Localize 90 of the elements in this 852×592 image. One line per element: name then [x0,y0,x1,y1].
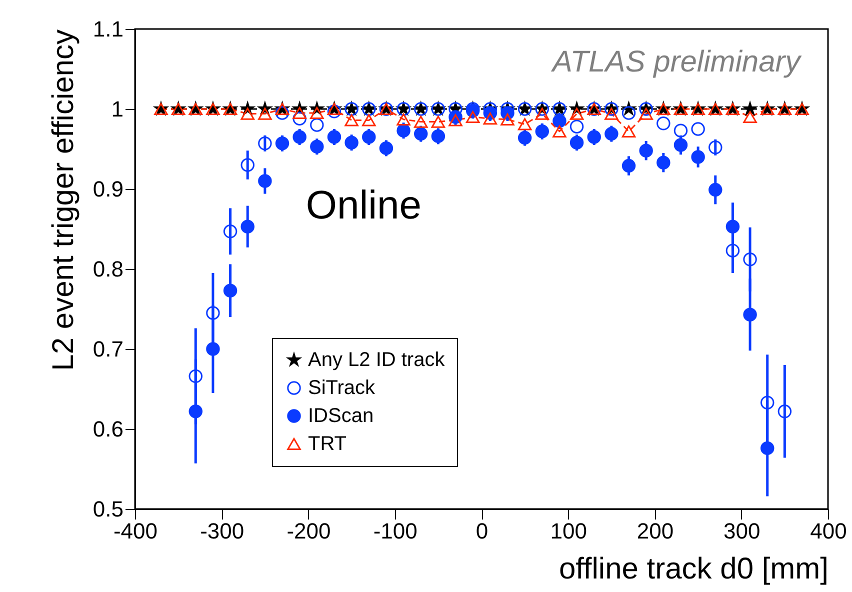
point [622,125,636,138]
y-tick-label: 0.6 [92,416,124,442]
point [466,110,480,124]
point [206,306,220,320]
y-tick-label: 1 [111,96,124,122]
y-tick-label: 1.1 [92,16,124,42]
point [760,396,774,410]
point [396,113,410,126]
y-tick-label: 0.9 [92,176,124,202]
y-tick-label: 0.5 [92,496,124,522]
point [240,158,254,172]
x-tick-label: -300 [200,518,244,544]
point [396,124,410,138]
x-tick-label: 100 [550,518,587,544]
y-axis-title: L2 event trigger efficiency [46,30,80,371]
point [691,150,705,164]
point [344,114,358,126]
point [344,136,358,150]
x-tick-label: -100 [373,518,418,544]
point [258,136,272,150]
point [726,220,740,234]
annotation: Online [306,184,422,228]
point [448,114,462,126]
point [431,116,446,128]
point [414,126,428,141]
legend-label: Any L2 ID track [308,349,446,371]
point [604,126,618,141]
x-tick-label: 200 [636,518,674,544]
annotation: ATLAS preliminary [550,46,802,79]
point [778,404,792,418]
point [708,182,722,197]
point [570,108,584,120]
point [587,130,601,144]
point [258,174,272,188]
point [483,112,498,125]
point [622,106,636,120]
point [431,129,446,144]
point [310,106,324,120]
point [310,118,324,132]
point [362,114,376,126]
x-tick-label: 300 [724,518,760,544]
point [188,369,203,384]
point [292,130,306,144]
legend-label: IDScan [308,405,374,427]
point [379,141,394,156]
point [656,156,670,170]
point [310,140,324,154]
point [518,130,532,145]
point [240,108,254,120]
point [674,124,688,138]
x-tick-label: -400 [113,518,158,544]
point [743,110,757,124]
point [622,158,636,173]
legend-label: TRT [308,433,347,455]
x-tick-label: 0 [476,518,488,544]
point [726,244,740,258]
x-tick-label: -200 [286,518,331,544]
point [570,120,584,134]
point [708,140,722,154]
point [518,118,532,130]
point [743,308,757,322]
point [258,108,272,120]
point [743,102,757,115]
point [760,441,774,456]
point [223,224,238,238]
y-tick-label: 0.7 [92,336,124,362]
point [535,124,550,138]
legend-label: SiTrack [308,377,376,399]
point [292,112,306,126]
point [414,116,428,128]
point [691,122,705,136]
y-tick-label: 0.8 [92,256,124,282]
point [275,136,290,150]
point [639,144,653,158]
point [552,114,566,128]
point [500,113,514,126]
point [674,138,688,152]
point [656,116,670,130]
point [743,252,757,266]
point [240,220,254,234]
x-axis-title: offline track d0 [mm] [558,552,828,586]
x-tick-label: 400 [810,518,847,544]
point [327,130,342,144]
point [206,342,220,356]
point [362,130,376,144]
point [292,106,306,120]
point [570,136,584,150]
point [552,125,566,138]
point [223,284,238,298]
point [188,404,203,418]
